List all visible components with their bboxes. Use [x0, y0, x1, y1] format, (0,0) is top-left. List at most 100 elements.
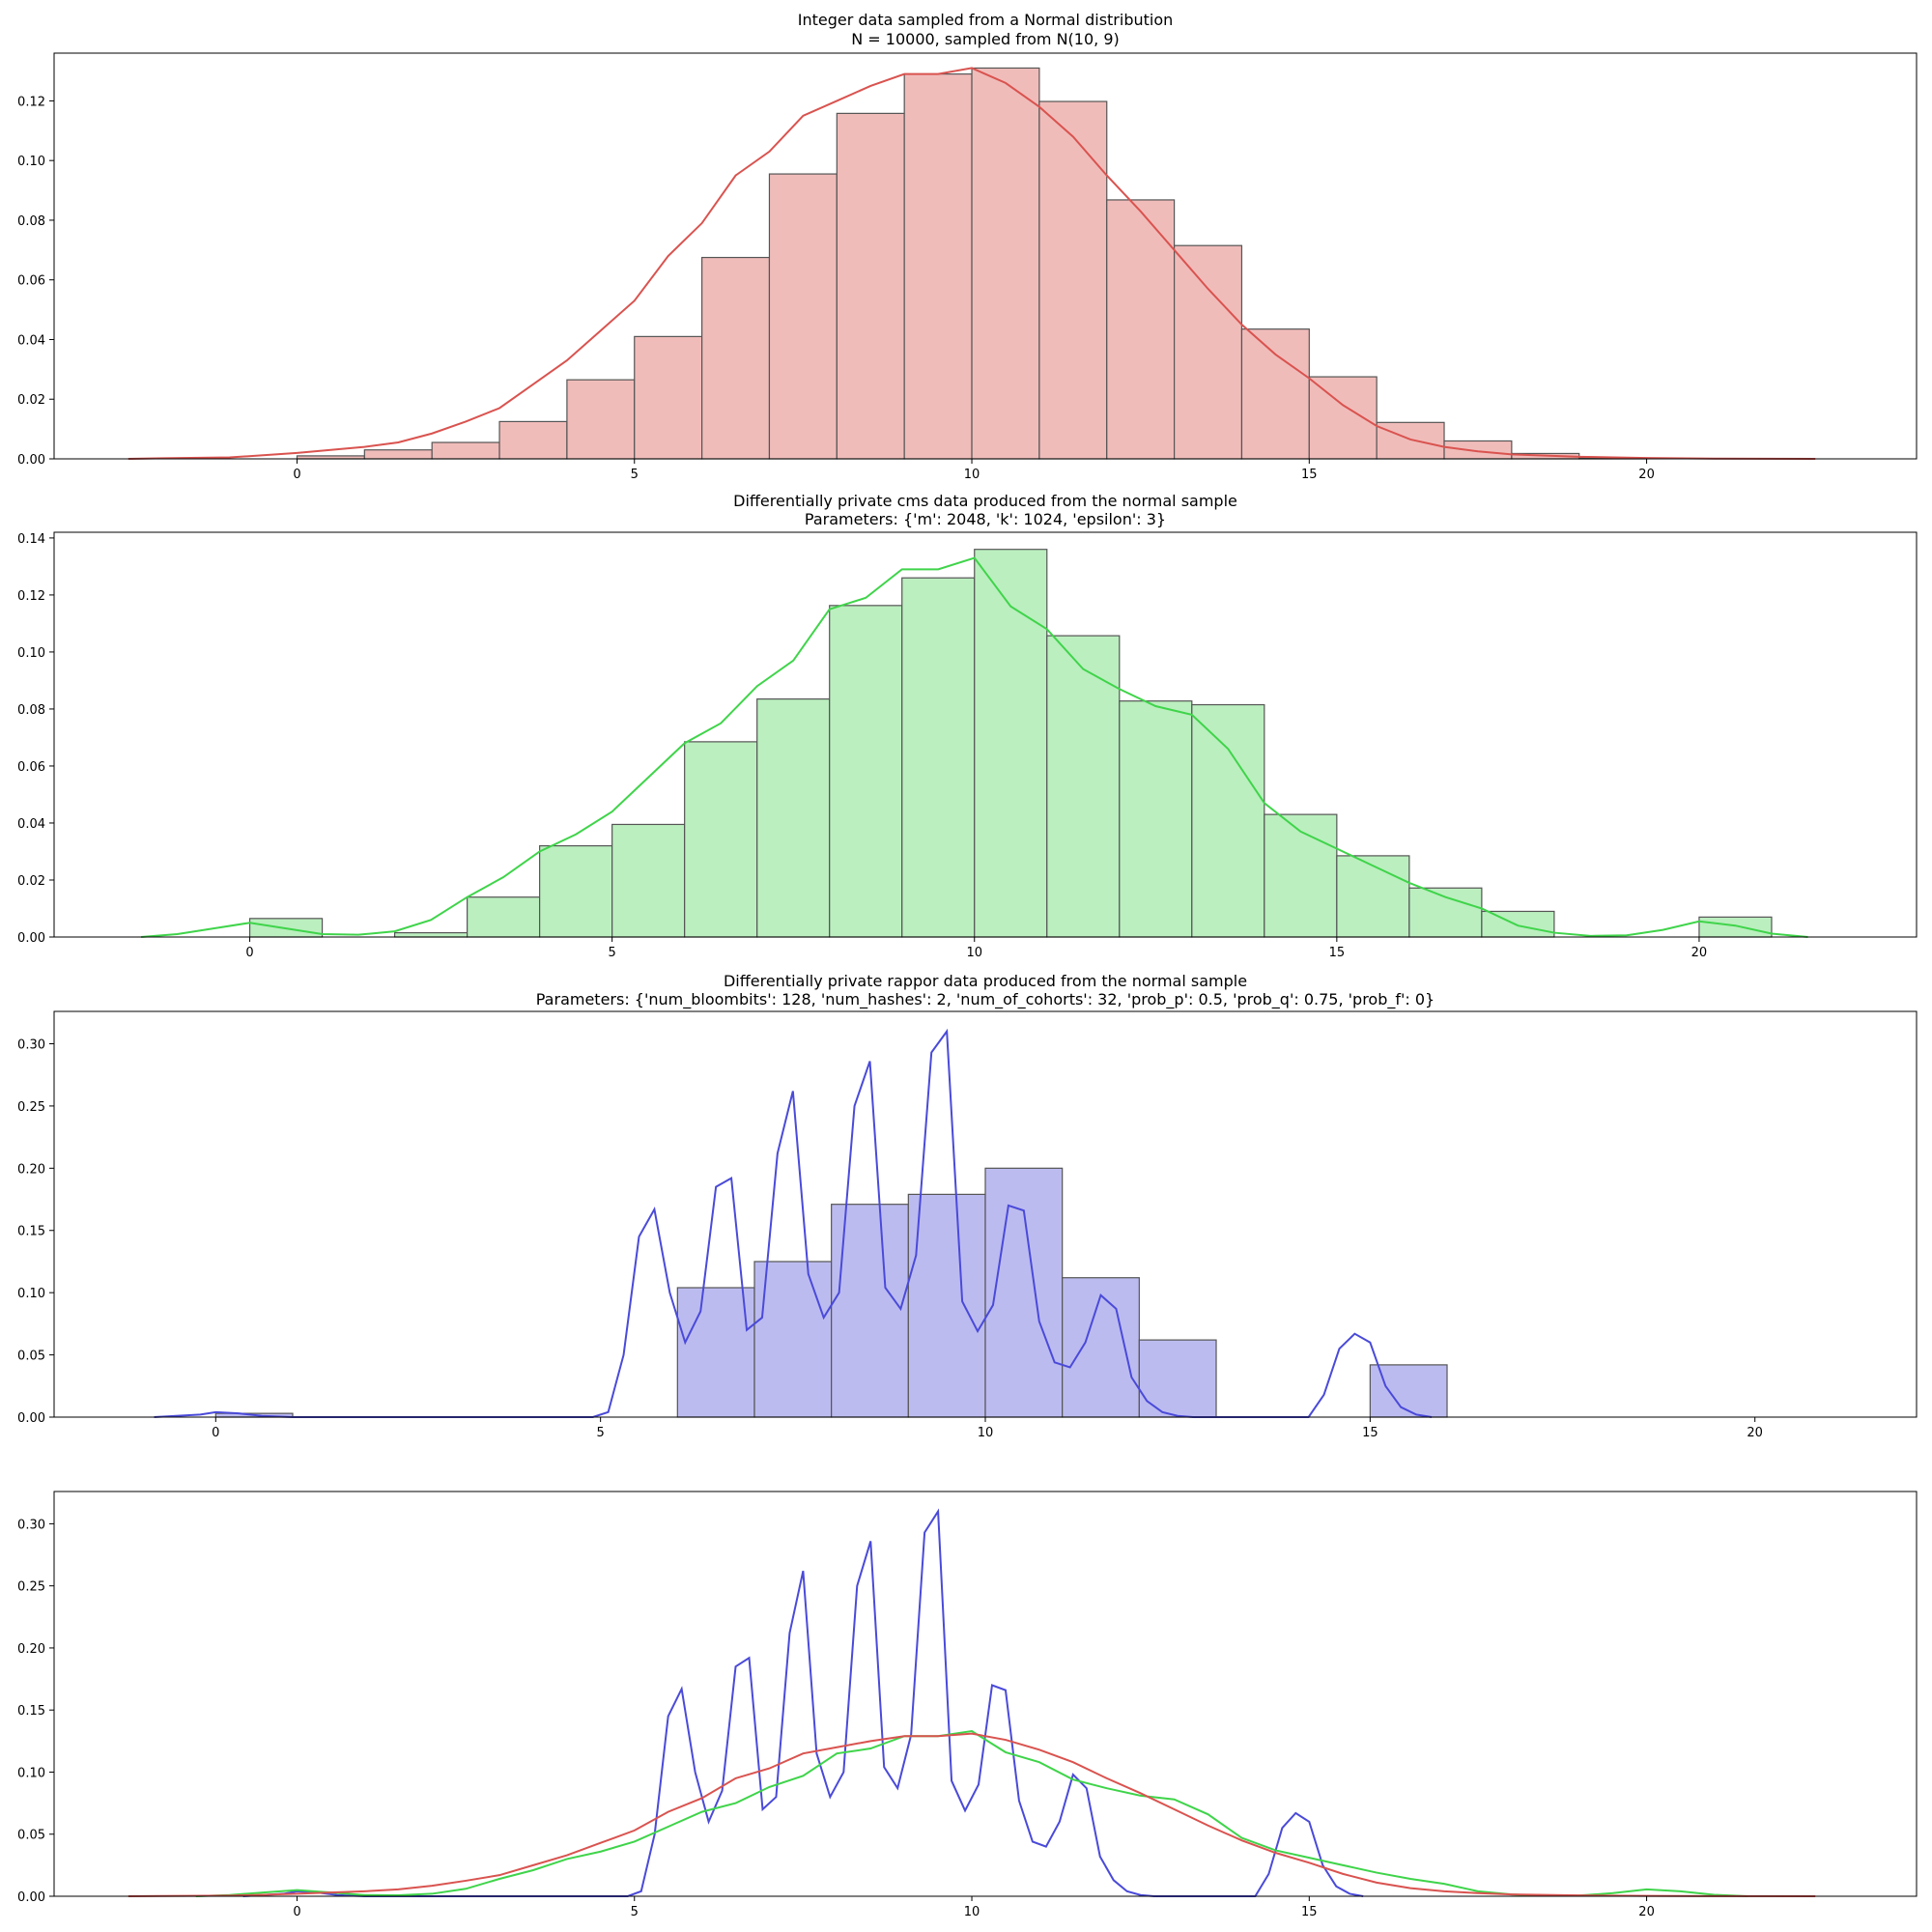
- x-tick-label: 5: [631, 1905, 639, 1919]
- x-tick-label: 15: [1301, 1905, 1318, 1919]
- histogram-bar: [984, 1167, 1064, 1418]
- panel-subtitle: N = 10000, sampled from N(10, 9): [851, 30, 1120, 48]
- y-tick-label: 0.25: [17, 1580, 45, 1595]
- y-tick-label: 0.10: [17, 646, 45, 661]
- axes-frame: [53, 531, 1918, 938]
- x-tick-label: 15: [1362, 1426, 1378, 1440]
- x-tick-label: 10: [978, 1426, 994, 1440]
- histogram-bar: [1698, 916, 1773, 938]
- histogram-bar: [676, 1287, 755, 1418]
- y-tick-label: 0.08: [17, 214, 45, 229]
- histogram-bar: [1119, 700, 1193, 938]
- y-tick-label: 0.30: [17, 1037, 45, 1052]
- histogram-bar: [393, 931, 469, 938]
- histogram-bar: [1062, 1277, 1140, 1418]
- y-tick-label: 0.15: [17, 1225, 45, 1239]
- y-tick-label: 0.12: [17, 589, 45, 604]
- y-tick-label: 0.15: [17, 1704, 45, 1719]
- panel-title: Differentially private cms data produced…: [733, 492, 1237, 510]
- panel-rappor: Differentially private rappor data produ…: [17, 972, 1918, 1440]
- kde-line: [128, 67, 1816, 460]
- histogram-bar: [1369, 1364, 1448, 1418]
- y-tick-label: 0.08: [17, 703, 45, 718]
- panel-subtitle: Parameters: {'m': 2048, 'k': 1024, 'epsi…: [805, 510, 1166, 528]
- histogram-bar: [634, 335, 703, 460]
- y-tick-label: 0.02: [17, 874, 45, 889]
- x-tick-label: 0: [212, 1426, 219, 1440]
- x-tick-label: 15: [1301, 468, 1318, 482]
- x-tick-label: 5: [609, 946, 616, 960]
- x-tick-label: 20: [1747, 1426, 1763, 1440]
- y-tick-label: 0.10: [17, 155, 45, 169]
- histogram-bar: [1106, 199, 1176, 460]
- x-tick-label: 20: [1691, 946, 1708, 960]
- y-tick-label: 0.06: [17, 274, 45, 289]
- y-tick-label: 0.05: [17, 1350, 45, 1364]
- histogram-bar: [903, 73, 973, 460]
- y-tick-label: 0.10: [17, 1766, 45, 1780]
- panel-subtitle: Parameters: {'num_bloombits': 128, 'num_…: [536, 990, 1435, 1009]
- axes-frame: [53, 52, 1918, 460]
- x-tick-label: 20: [1638, 1905, 1655, 1919]
- panel-normal-sample: Integer data sampled from a Normal distr…: [17, 11, 1918, 482]
- y-tick-label: 0.06: [17, 760, 45, 775]
- x-tick-label: 0: [245, 946, 253, 960]
- x-tick-label: 0: [293, 1905, 300, 1919]
- histogram-bar: [1264, 813, 1338, 938]
- x-tick-label: 5: [597, 1426, 605, 1440]
- y-tick-label: 0.05: [17, 1829, 45, 1843]
- kde-line: [140, 556, 1808, 938]
- y-tick-label: 0.20: [17, 1642, 45, 1657]
- histogram-bar: [1191, 703, 1265, 938]
- histogram-bar: [1173, 244, 1243, 460]
- histogram-bar: [974, 549, 1048, 938]
- y-tick-label: 0.00: [17, 931, 45, 946]
- histogram-bar: [363, 449, 433, 460]
- histogram-bar: [1336, 855, 1410, 938]
- histogram-bar: [901, 577, 976, 938]
- histogram-bar: [753, 1261, 833, 1418]
- histogram-bar: [768, 173, 838, 460]
- histogram-bar: [1240, 328, 1310, 460]
- y-tick-label: 0.00: [17, 1411, 45, 1426]
- histogram-bar: [1376, 421, 1445, 460]
- kde-line: [128, 1732, 1816, 1897]
- histogram-bar: [539, 844, 613, 938]
- histogram-bar: [971, 67, 1040, 460]
- histogram-bar: [1443, 440, 1513, 460]
- histogram-bar: [1138, 1339, 1217, 1418]
- histogram-bar: [498, 420, 568, 460]
- y-tick-label: 0.00: [17, 453, 45, 468]
- histogram-bar: [611, 823, 686, 938]
- histogram-bar: [701, 256, 771, 460]
- histogram-bar: [684, 741, 758, 938]
- x-tick-label: 10: [964, 468, 980, 482]
- histogram-bar: [566, 379, 636, 460]
- x-tick-label: 20: [1638, 468, 1655, 482]
- x-tick-label: 5: [631, 468, 639, 482]
- y-tick-label: 0.25: [17, 1100, 45, 1115]
- histogram-bar: [1038, 100, 1108, 460]
- histogram-bar: [1481, 910, 1555, 938]
- axes-frame: [53, 1491, 1918, 1897]
- y-tick-label: 0.04: [17, 817, 45, 832]
- y-tick-label: 0.00: [17, 1890, 45, 1905]
- y-tick-label: 0.14: [17, 532, 45, 547]
- histogram-bar: [467, 896, 541, 938]
- y-tick-label: 0.04: [17, 333, 45, 348]
- panel-cms: Differentially private cms data produced…: [17, 492, 1918, 960]
- panel-kde-overlay: 0 5 10 15 20 0.00 0.05 0.10 0.15 0.20 0.25 0.30: [17, 1491, 1918, 1919]
- histogram-bar: [1408, 887, 1483, 938]
- y-tick-label: 0.30: [17, 1518, 45, 1532]
- y-tick-label: 0.10: [17, 1287, 45, 1301]
- histogram-bar: [431, 441, 500, 460]
- panel-title: Integer data sampled from a Normal distr…: [798, 11, 1174, 29]
- histogram-bar: [1308, 376, 1378, 460]
- x-tick-label: 15: [1329, 946, 1346, 960]
- y-tick-label: 0.12: [17, 95, 45, 109]
- histogram-bar: [907, 1193, 986, 1418]
- x-tick-label: 0: [293, 468, 300, 482]
- x-tick-label: 10: [966, 946, 982, 960]
- panel-title: Differentially private rappor data produ…: [724, 972, 1247, 990]
